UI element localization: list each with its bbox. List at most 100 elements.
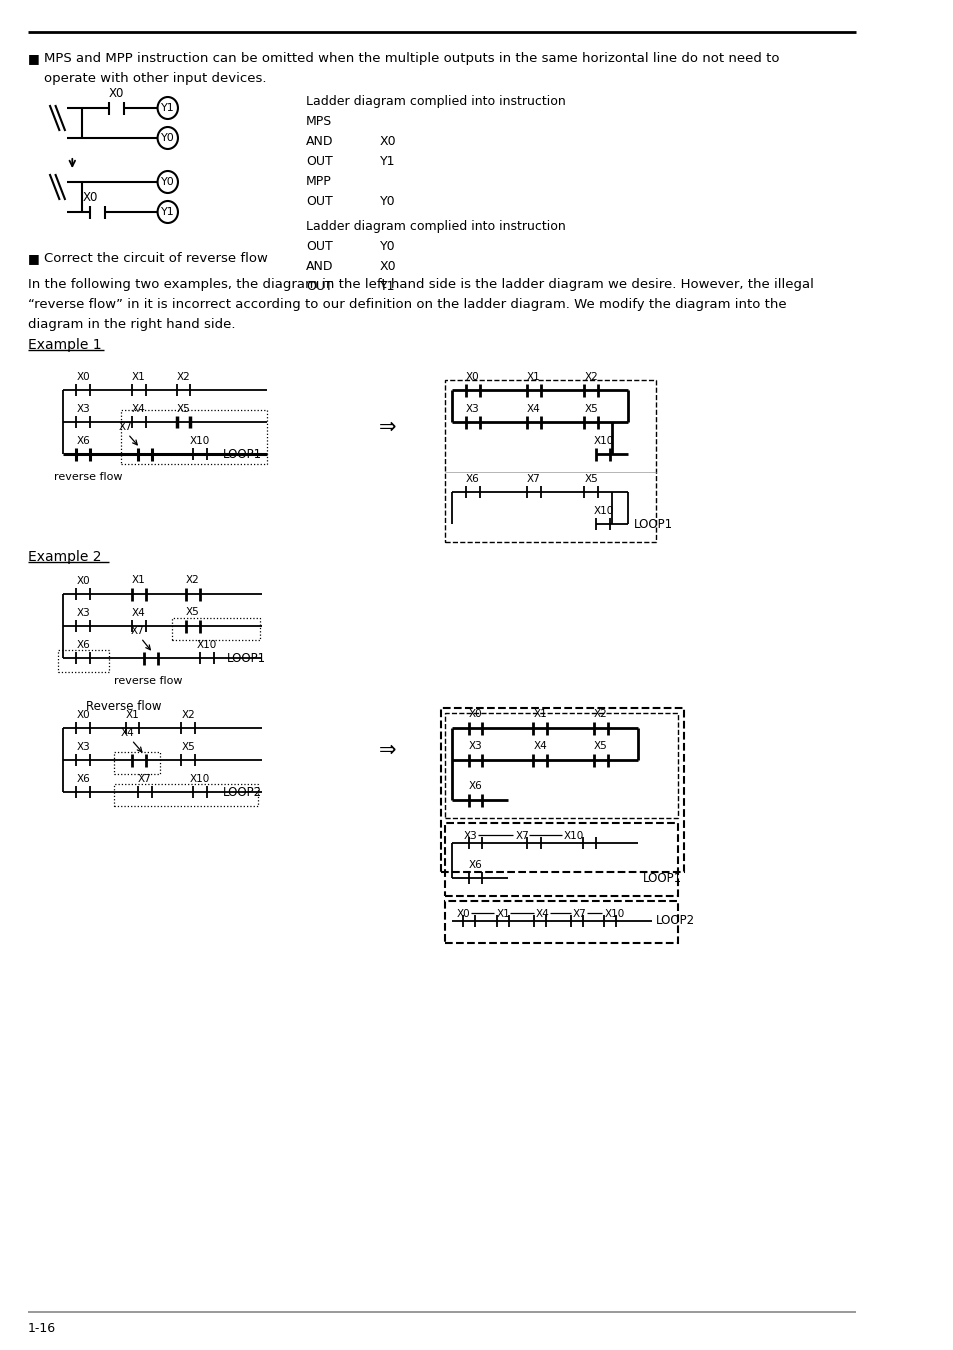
Text: OUT: OUT — [306, 240, 333, 252]
Text: 1-16: 1-16 — [28, 1322, 56, 1335]
Text: X5: X5 — [186, 608, 199, 617]
Text: X6: X6 — [76, 640, 91, 649]
Text: X2: X2 — [186, 575, 199, 585]
Text: X7: X7 — [572, 909, 586, 919]
Text: Example 2: Example 2 — [28, 549, 101, 564]
Text: X6: X6 — [465, 474, 479, 485]
Text: X2: X2 — [584, 373, 598, 382]
Text: X5: X5 — [584, 474, 598, 485]
Text: X3: X3 — [76, 608, 91, 618]
Text: OUT: OUT — [306, 279, 333, 293]
Text: MPS: MPS — [306, 115, 332, 128]
Text: Y0: Y0 — [379, 194, 395, 208]
Bar — [58, 649, 110, 672]
Text: X0: X0 — [76, 576, 91, 586]
Text: ■: ■ — [28, 53, 39, 65]
Text: X7: X7 — [515, 832, 529, 841]
Text: X10: X10 — [190, 774, 210, 784]
Text: X0: X0 — [76, 710, 91, 720]
Text: X10: X10 — [593, 436, 613, 446]
Text: X10: X10 — [196, 640, 216, 649]
Text: MPS and MPP instruction can be omitted when the multiple outputs in the same hor: MPS and MPP instruction can be omitted w… — [45, 53, 780, 65]
Text: LOOP2: LOOP2 — [223, 786, 262, 798]
Text: LOOP1: LOOP1 — [223, 447, 262, 460]
Text: X1: X1 — [126, 710, 139, 720]
Text: Ladder diagram complied into instruction: Ladder diagram complied into instruction — [306, 220, 565, 234]
Text: Y1: Y1 — [161, 207, 174, 217]
Text: X4: X4 — [132, 404, 146, 414]
Text: X6: X6 — [76, 774, 91, 784]
Text: X2: X2 — [593, 709, 607, 720]
Text: AND: AND — [306, 261, 333, 273]
Text: Y1: Y1 — [161, 103, 174, 113]
Text: X6: X6 — [468, 860, 482, 869]
Text: X10: X10 — [563, 832, 583, 841]
Text: X10: X10 — [603, 909, 624, 919]
Text: In the following two examples, the diagram in the left hand side is the ladder d: In the following two examples, the diagr… — [28, 278, 813, 292]
Text: X0: X0 — [468, 709, 482, 720]
Text: X7: X7 — [137, 774, 152, 784]
Text: X0: X0 — [379, 135, 396, 148]
Text: Correct the circuit of reverse flow: Correct the circuit of reverse flow — [45, 252, 268, 265]
Text: Ladder diagram complied into instruction: Ladder diagram complied into instruction — [306, 95, 565, 108]
Bar — [444, 824, 678, 896]
Bar — [114, 752, 160, 774]
Text: ⇒: ⇒ — [378, 740, 395, 760]
Text: X5: X5 — [181, 743, 194, 752]
Text: X3: X3 — [76, 743, 91, 752]
Text: X1: X1 — [132, 575, 146, 585]
Text: Y1: Y1 — [379, 279, 395, 293]
Text: X4: X4 — [533, 741, 547, 751]
Text: X0: X0 — [379, 261, 396, 273]
Text: X4: X4 — [536, 909, 549, 919]
Bar — [114, 784, 257, 806]
Bar — [444, 379, 656, 541]
Text: X3: X3 — [465, 404, 479, 414]
Text: X0: X0 — [76, 373, 91, 382]
Text: X4: X4 — [132, 608, 146, 618]
Text: “reverse flow” in it is incorrect according to our definition on the ladder diag: “reverse flow” in it is incorrect accord… — [28, 298, 785, 311]
Text: operate with other input devices.: operate with other input devices. — [45, 72, 267, 85]
Text: X0: X0 — [465, 373, 479, 382]
Text: X0: X0 — [456, 909, 470, 919]
Text: ⇒: ⇒ — [378, 417, 395, 437]
Text: reverse flow: reverse flow — [114, 676, 182, 686]
Text: X6: X6 — [76, 436, 91, 446]
Text: ■: ■ — [28, 252, 39, 265]
Text: X1: X1 — [132, 373, 146, 382]
Text: X2: X2 — [176, 373, 191, 382]
Text: X5: X5 — [176, 404, 191, 414]
Text: X5: X5 — [593, 741, 607, 751]
Text: diagram in the right hand side.: diagram in the right hand side. — [28, 319, 235, 331]
Text: X6: X6 — [468, 782, 482, 791]
Text: X2: X2 — [181, 710, 194, 720]
Text: X7: X7 — [526, 474, 540, 485]
Text: Y0: Y0 — [161, 177, 174, 188]
Text: LOOP1: LOOP1 — [634, 517, 673, 531]
Bar — [172, 618, 260, 640]
Bar — [444, 713, 678, 818]
Text: X1: X1 — [526, 373, 540, 382]
Text: X7: X7 — [131, 626, 144, 636]
Text: Reverse flow: Reverse flow — [86, 701, 161, 713]
Text: X5: X5 — [584, 404, 598, 414]
Bar — [121, 410, 267, 464]
Text: reverse flow: reverse flow — [53, 472, 122, 482]
Text: LOOP2: LOOP2 — [656, 914, 695, 927]
Bar — [444, 900, 678, 944]
Text: AND: AND — [306, 135, 333, 148]
Text: X10: X10 — [593, 506, 613, 516]
Text: X0: X0 — [83, 190, 98, 204]
Bar — [440, 707, 683, 872]
Text: LOOP1: LOOP1 — [642, 872, 681, 884]
Text: X1: X1 — [533, 709, 547, 720]
Text: OUT: OUT — [306, 194, 333, 208]
Text: X1: X1 — [497, 909, 510, 919]
Text: X0: X0 — [109, 86, 124, 100]
Text: Y0: Y0 — [379, 240, 395, 252]
Text: Example 1: Example 1 — [28, 338, 101, 352]
Text: X4: X4 — [121, 728, 134, 738]
Text: X3: X3 — [76, 404, 91, 414]
Text: X7: X7 — [118, 423, 132, 432]
Text: MPP: MPP — [306, 176, 332, 188]
